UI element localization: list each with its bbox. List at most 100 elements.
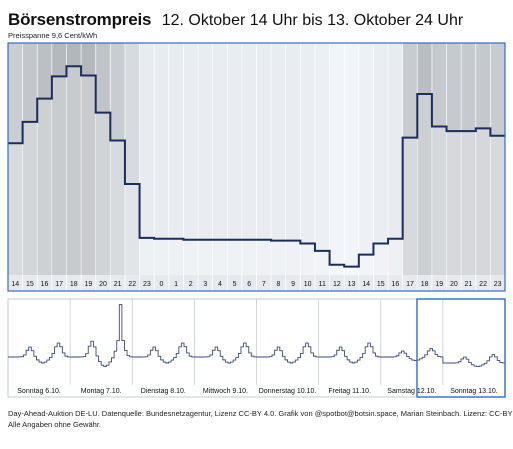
hour-price-band xyxy=(110,140,125,275)
hour-tick-label: 5 xyxy=(233,281,237,288)
hour-label-cell xyxy=(417,275,432,291)
overview-chart: Sonntag 6.10. Montag 7.10. Dienstag 8.10. M… xyxy=(7,298,506,398)
hour-label-cell xyxy=(476,275,490,291)
hour-column-bg xyxy=(256,43,272,275)
hour-label-cell xyxy=(52,275,67,291)
hour-price-band xyxy=(154,238,169,275)
overview-day-label: Dienstag 8.10. xyxy=(141,388,186,395)
hour-label-cell xyxy=(344,275,359,291)
hour-price-band xyxy=(125,184,140,275)
hour-price-band xyxy=(23,121,37,275)
overview-price-line xyxy=(8,304,505,368)
hour-price-band xyxy=(242,239,256,275)
hour-label-cell xyxy=(110,275,125,291)
hour-label-cell xyxy=(286,275,300,291)
hour-column-bg xyxy=(124,43,140,275)
hour-column-bg xyxy=(431,43,447,275)
hour-price-band xyxy=(447,131,461,275)
hour-label-cell xyxy=(446,275,461,291)
hour-tick-label: 2 xyxy=(189,281,193,288)
hour-label-cell xyxy=(125,275,140,291)
hour-tick-label: 22 xyxy=(479,281,487,288)
main-chart-background-bars xyxy=(7,43,506,291)
hour-column-bg xyxy=(388,43,403,275)
hour-tick-label: 19 xyxy=(84,281,92,288)
overview-day-label: Donnerstag 10.10. xyxy=(259,388,317,395)
hour-tick-label: 9 xyxy=(291,281,295,288)
hour-tick-label: 6 xyxy=(247,281,251,288)
hour-column-bg xyxy=(37,43,53,275)
hour-price-band xyxy=(271,240,286,275)
hour-column-bg xyxy=(461,43,477,275)
overview-day-label: Mittwoch 9.10. xyxy=(203,388,248,395)
hour-column-bg xyxy=(241,43,257,275)
hour-column-bg xyxy=(81,43,97,275)
chart-footer: Day-Ahead-Auktion DE-LU. Datenquelle: Bu… xyxy=(8,408,513,430)
hour-price-band xyxy=(96,112,110,275)
hour-tick-label: 4 xyxy=(218,281,222,288)
hour-column-bg xyxy=(446,43,462,275)
hour-price-band xyxy=(286,240,300,275)
hour-label-cell xyxy=(198,275,213,291)
hour-price-band xyxy=(198,239,213,275)
hour-tick-label: 12 xyxy=(333,281,341,288)
footer-source: Day-Ahead-Auktion DE-LU. Datenquelle: Bu… xyxy=(8,409,513,418)
overview-selection-box xyxy=(416,298,506,398)
hour-label-cell xyxy=(373,275,388,291)
hour-tick-label: 15 xyxy=(26,281,34,288)
hour-column-bg xyxy=(358,43,374,275)
hour-price-band xyxy=(66,66,81,275)
hour-column-bg xyxy=(139,43,155,275)
hour-tick-label: 21 xyxy=(114,281,122,288)
hour-price-band xyxy=(169,238,183,275)
hour-tick-label: 8 xyxy=(276,281,280,288)
hour-price-band xyxy=(52,76,66,276)
hour-column-bg xyxy=(51,43,67,275)
hour-price-band xyxy=(490,135,505,275)
hour-price-band xyxy=(140,237,154,275)
hour-column-bg xyxy=(329,43,345,275)
chart-title: Börsenstrompreis xyxy=(8,10,152,29)
hour-tick-label: 23 xyxy=(143,281,151,288)
hour-price-band xyxy=(315,250,330,275)
hour-tick-label: 17 xyxy=(55,281,63,288)
hour-tick-label: 7 xyxy=(262,281,266,288)
hour-label-cell xyxy=(359,275,374,291)
price-range-note: Preisspanne 9,6 Cent/kWh xyxy=(8,31,98,40)
hour-price-band xyxy=(388,238,403,275)
hour-label-cell xyxy=(8,275,23,291)
overview-day-label: Freitag 11.10. xyxy=(328,388,371,395)
hour-tick-label: 15 xyxy=(377,281,385,288)
hour-label-cell xyxy=(227,275,242,291)
hour-column-bg xyxy=(183,43,199,275)
chart-period: 12. Oktober 14 Uhr bis 13. Oktober 24 Uh… xyxy=(161,12,464,29)
hour-column-bg xyxy=(314,43,330,275)
hour-tick-label: 16 xyxy=(41,281,49,288)
hour-price-band xyxy=(227,239,242,275)
hour-column-bg xyxy=(212,43,228,275)
hour-tick-label: 0 xyxy=(160,281,164,288)
chart-title-row: Börsenstrompreis 12. Oktober 14 Uhr bis … xyxy=(8,10,463,31)
hour-tick-label: 18 xyxy=(421,281,429,288)
hour-label-cell xyxy=(403,275,417,291)
hour-label-cell xyxy=(96,275,110,291)
hour-price-band xyxy=(344,266,359,275)
hour-column-bg xyxy=(154,43,170,275)
main-chart-price-line xyxy=(8,65,505,268)
hour-price-band xyxy=(476,128,490,275)
hour-price-band xyxy=(183,239,198,275)
hour-tick-label: 17 xyxy=(406,281,414,288)
hour-label-cell xyxy=(23,275,37,291)
main-chart-frame xyxy=(7,42,506,292)
hour-column-bg xyxy=(22,43,38,275)
hour-label-cell xyxy=(169,275,184,291)
hour-price-band xyxy=(330,264,344,275)
hour-label-cell xyxy=(139,275,154,291)
hour-price-band xyxy=(81,75,96,275)
hour-label-cell xyxy=(329,275,344,291)
hour-price-band xyxy=(403,137,417,275)
hour-column-bg xyxy=(402,43,418,275)
hour-price-band xyxy=(359,254,373,275)
hour-column-bg xyxy=(417,43,433,275)
hour-tick-label: 20 xyxy=(99,281,107,288)
